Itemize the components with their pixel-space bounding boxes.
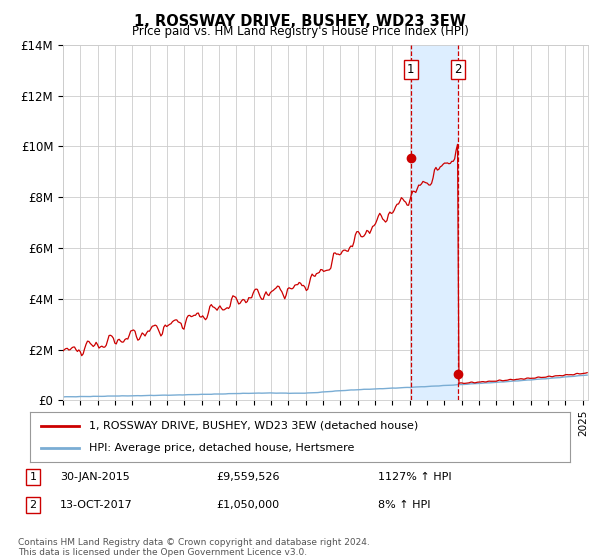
- Text: 13-OCT-2017: 13-OCT-2017: [60, 500, 133, 510]
- Text: 30-JAN-2015: 30-JAN-2015: [60, 472, 130, 482]
- Text: 1: 1: [407, 63, 415, 76]
- Text: Price paid vs. HM Land Registry's House Price Index (HPI): Price paid vs. HM Land Registry's House …: [131, 25, 469, 38]
- Bar: [411, 45, 458, 400]
- Text: 1, ROSSWAY DRIVE, BUSHEY, WD23 3EW (detached house): 1, ROSSWAY DRIVE, BUSHEY, WD23 3EW (deta…: [89, 421, 419, 431]
- Text: 2: 2: [454, 63, 461, 76]
- Text: 1: 1: [29, 472, 37, 482]
- Text: 2: 2: [29, 500, 37, 510]
- Text: £9,559,526: £9,559,526: [216, 472, 280, 482]
- Text: 1127% ↑ HPI: 1127% ↑ HPI: [378, 472, 452, 482]
- Text: Contains HM Land Registry data © Crown copyright and database right 2024.
This d: Contains HM Land Registry data © Crown c…: [18, 538, 370, 557]
- Text: 8% ↑ HPI: 8% ↑ HPI: [378, 500, 431, 510]
- Text: HPI: Average price, detached house, Hertsmere: HPI: Average price, detached house, Hert…: [89, 443, 355, 453]
- Text: 1, ROSSWAY DRIVE, BUSHEY, WD23 3EW: 1, ROSSWAY DRIVE, BUSHEY, WD23 3EW: [134, 14, 466, 29]
- Text: £1,050,000: £1,050,000: [216, 500, 279, 510]
